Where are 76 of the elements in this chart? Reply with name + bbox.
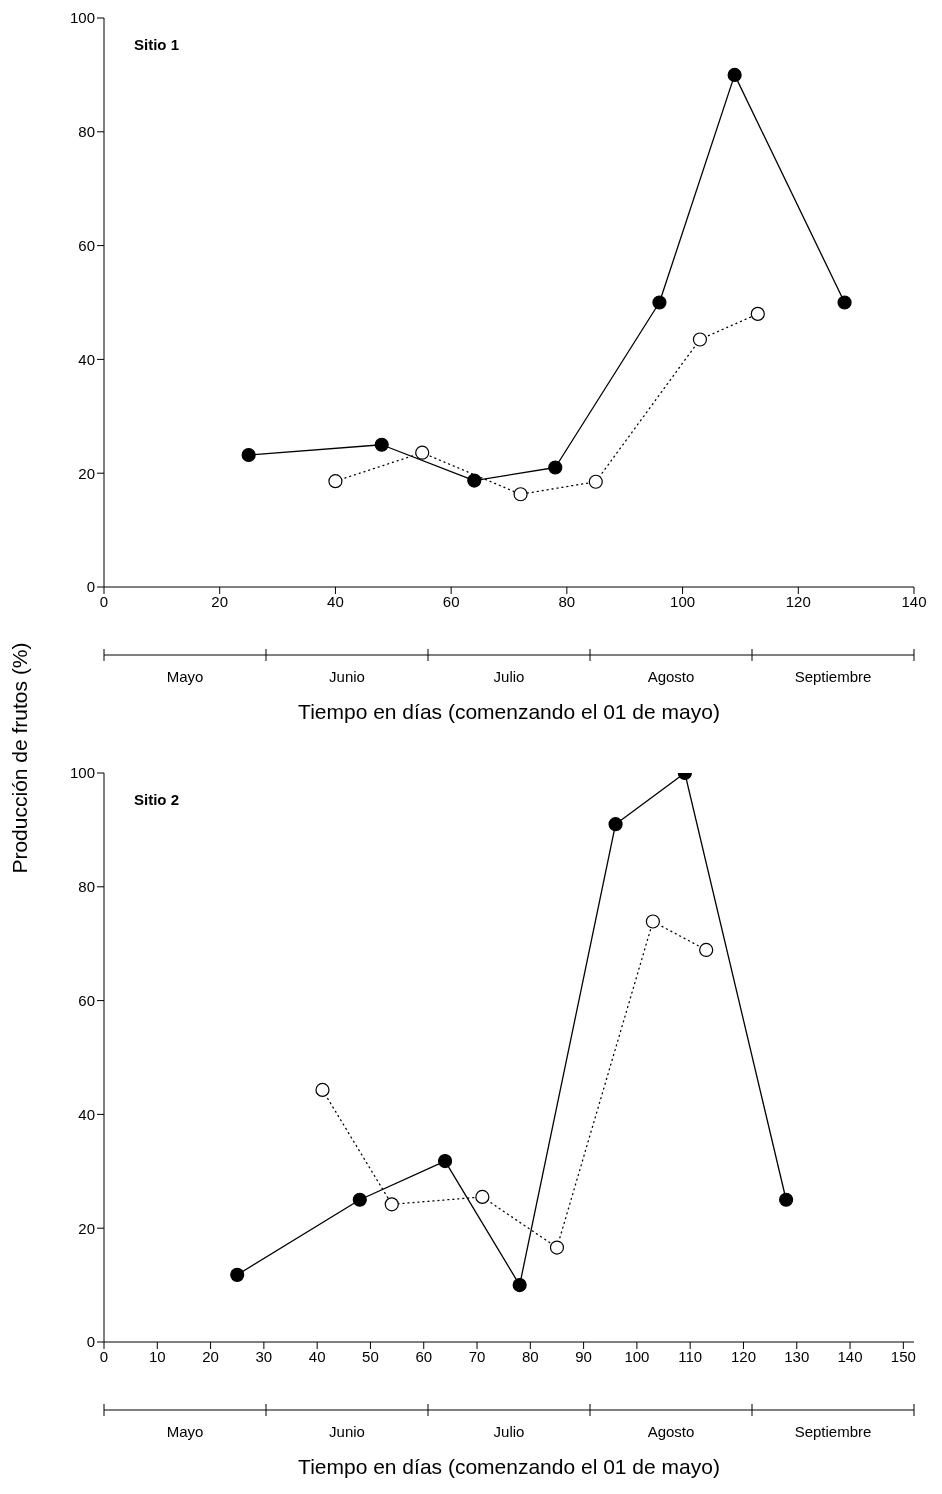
point xyxy=(230,1267,245,1282)
text: Mayo xyxy=(166,668,204,685)
point xyxy=(727,67,742,82)
x-tick-label: 60 xyxy=(415,1347,433,1365)
x-tick-label: 0 xyxy=(99,1347,109,1365)
text: Junio xyxy=(329,668,365,685)
y-tick-label: 0 xyxy=(86,578,95,596)
y-tick-label: 80 xyxy=(78,123,95,141)
text: Agosto xyxy=(647,668,695,685)
point xyxy=(699,942,714,958)
y-tick-label: 60 xyxy=(78,236,95,254)
x-tick-label: 60 xyxy=(442,592,460,610)
text: Mayo xyxy=(166,1423,204,1440)
x-tick-label: 20 xyxy=(211,592,229,610)
point xyxy=(652,295,667,310)
y-tick-label: 100 xyxy=(69,764,95,782)
x-tick-label: 20 xyxy=(202,1347,219,1365)
x-tick-label: 30 xyxy=(255,1347,273,1365)
point xyxy=(241,447,256,463)
x-tick-label: 100 xyxy=(624,1347,650,1365)
y-tick-label: 40 xyxy=(78,350,95,368)
x-tick-label: 130 xyxy=(784,1347,810,1365)
x-tick-label: 120 xyxy=(785,592,811,610)
x-tick-label: 40 xyxy=(327,592,344,610)
x-tick-label: 80 xyxy=(521,1347,539,1365)
x-tick-label: 50 xyxy=(362,1347,379,1365)
x-tick-label: 70 xyxy=(468,1347,486,1365)
point xyxy=(475,1189,490,1205)
x-tick-label: 10 xyxy=(148,1347,166,1365)
point xyxy=(588,474,603,489)
y-tick-label: 0 xyxy=(86,1333,95,1351)
annotation: Sitio 2 xyxy=(134,791,180,808)
point xyxy=(374,437,389,452)
point xyxy=(512,1278,527,1293)
text: Septiembre xyxy=(794,668,872,685)
x-tick-label: 40 xyxy=(308,1347,326,1365)
y-tick-label: 20 xyxy=(78,464,95,482)
point xyxy=(513,487,528,502)
x-tick-label: 80 xyxy=(558,592,576,610)
point xyxy=(692,332,708,347)
x-tick-label: 150 xyxy=(890,1347,916,1365)
x-tick-label: 100 xyxy=(670,592,696,610)
point xyxy=(837,295,852,310)
x-tick-label: 90 xyxy=(575,1347,592,1365)
y-tick-label: 80 xyxy=(78,878,95,896)
text: Junio xyxy=(329,1423,365,1440)
point xyxy=(645,914,660,929)
x-tick-label: 0 xyxy=(99,592,109,610)
y-tick-label: 60 xyxy=(78,991,95,1009)
point xyxy=(415,445,430,460)
y-axis-title: Producción de frutos (%) xyxy=(8,641,32,876)
point xyxy=(315,1082,330,1098)
point xyxy=(779,1192,794,1207)
x-tick-label: 110 xyxy=(678,1347,703,1365)
point xyxy=(467,473,482,488)
text: Septiembre xyxy=(794,1423,872,1440)
point xyxy=(548,460,563,475)
text: Julio xyxy=(493,668,525,685)
point xyxy=(328,474,343,489)
text: Agosto xyxy=(647,1423,695,1440)
point xyxy=(608,817,623,832)
point xyxy=(352,1192,367,1207)
text: Julio xyxy=(493,1423,525,1440)
point xyxy=(750,306,765,321)
x-tick-label: 140 xyxy=(837,1347,863,1365)
point xyxy=(549,1240,565,1255)
x-axis-title: Tiempo en días (comenzando el 01 de mayo) xyxy=(297,699,721,725)
x-axis-title: Tiempo en días (comenzando el 01 de mayo) xyxy=(297,1454,721,1480)
point xyxy=(384,1197,399,1212)
point xyxy=(437,1153,453,1169)
y-tick-label: 20 xyxy=(78,1219,95,1237)
y-tick-label: 100 xyxy=(69,9,95,27)
x-tick-label: 120 xyxy=(730,1347,756,1365)
annotation: Sitio 1 xyxy=(134,36,180,53)
y-tick-label: 40 xyxy=(78,1105,95,1123)
x-tick-label: 140 xyxy=(901,592,927,610)
